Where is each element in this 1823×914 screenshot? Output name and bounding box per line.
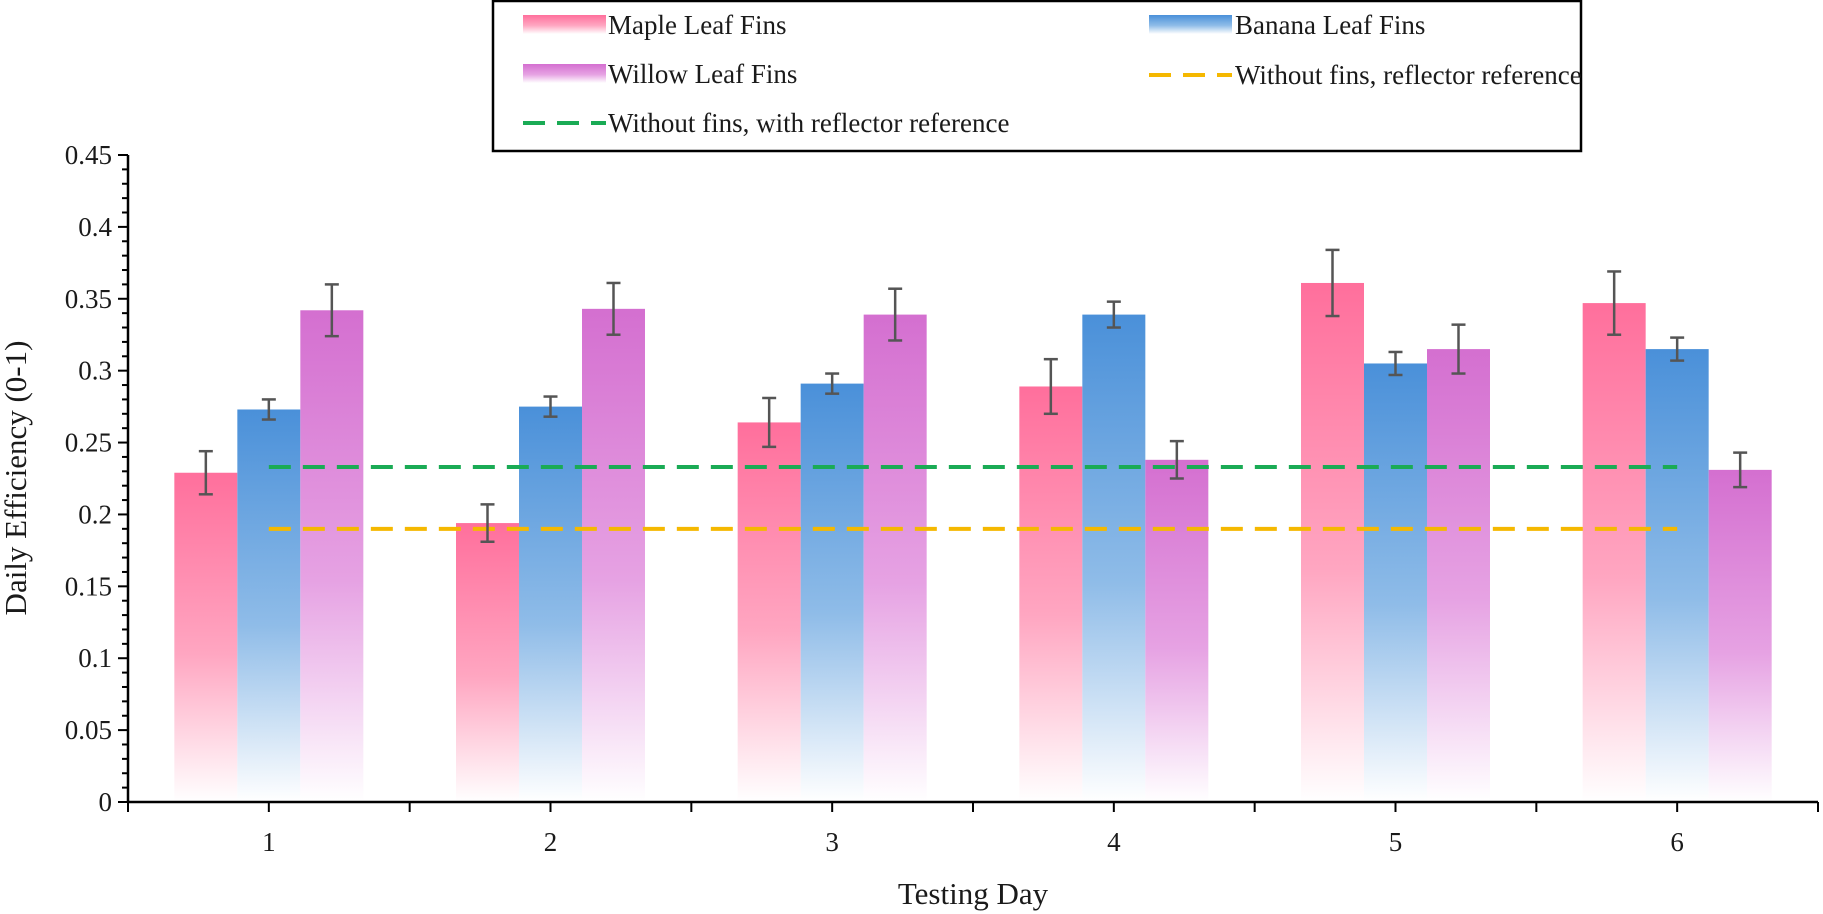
x-tick-label: 3 bbox=[825, 827, 839, 857]
axes-group: 0 0.05 0.1 0.15 0.2 0.25 0.3 0.35 0.4 0.45 1 2 3 4 5 6 bbox=[65, 140, 1819, 857]
bar-banana-leaf-fins-day-6 bbox=[1645, 349, 1709, 802]
y-tick-label: 0.45 bbox=[65, 140, 112, 170]
legend-swatch-willow bbox=[523, 64, 606, 83]
legend-label-ref-with-reflector: Without fins, with reflector reference bbox=[608, 108, 1009, 138]
y-tick-label: 0 bbox=[99, 787, 113, 817]
bar-willow-leaf-fins-day-3 bbox=[863, 314, 927, 802]
x-axis-title: Testing Day bbox=[898, 876, 1049, 911]
bar-maple-leaf-fins-day-5 bbox=[1301, 282, 1364, 802]
x-tick-label: 2 bbox=[544, 827, 558, 857]
y-axis-title: Daily Efficiency (0-1) bbox=[0, 341, 33, 616]
x-tick-label: 6 bbox=[1670, 827, 1684, 857]
bar-willow-leaf-fins-day-4 bbox=[1145, 459, 1209, 802]
bar-maple-leaf-fins-day-6 bbox=[1582, 303, 1646, 802]
y-tick-label: 0.25 bbox=[65, 428, 112, 458]
bar-willow-leaf-fins-day-6 bbox=[1708, 469, 1772, 802]
bar-banana-leaf-fins-day-4 bbox=[1082, 314, 1146, 802]
bar-willow-leaf-fins-day-5 bbox=[1427, 349, 1490, 802]
bar-banana-leaf-fins-day-2 bbox=[519, 406, 582, 802]
y-tick-label: 0.2 bbox=[78, 499, 112, 529]
bar-banana-leaf-fins-day-5 bbox=[1364, 363, 1427, 802]
x-tick-label: 1 bbox=[262, 827, 276, 857]
bar-banana-leaf-fins-day-1 bbox=[237, 409, 301, 802]
reference-lines-group bbox=[268, 464, 1678, 531]
x-tick-label: 4 bbox=[1107, 827, 1121, 857]
bar-banana-leaf-fins-day-3 bbox=[800, 383, 864, 802]
bar-willow-leaf-fins-day-1 bbox=[300, 310, 364, 802]
legend-swatch-maple bbox=[523, 15, 606, 34]
legend-label-maple: Maple Leaf Fins bbox=[608, 10, 786, 40]
y-tick-label: 0.15 bbox=[65, 571, 112, 601]
error-bars-group bbox=[198, 248, 1748, 544]
bar-maple-leaf-fins-day-3 bbox=[737, 422, 801, 802]
bar-maple-leaf-fins-day-2 bbox=[456, 523, 519, 802]
legend-label-ref-no-reflector: Without fins, reflector reference bbox=[1235, 60, 1582, 90]
bar-maple-leaf-fins-day-1 bbox=[174, 472, 238, 802]
y-tick-label: 0.05 bbox=[65, 715, 112, 745]
bar-series-group bbox=[174, 282, 1772, 802]
y-tick-label: 0.4 bbox=[78, 212, 112, 242]
legend: Maple Leaf Fins Banana Leaf Fins Willow … bbox=[491, 0, 1583, 153]
y-tick-label: 0.1 bbox=[78, 643, 112, 673]
bar-maple-leaf-fins-day-4 bbox=[1019, 386, 1083, 802]
y-tick-label: 0.3 bbox=[78, 356, 112, 386]
legend-label-willow: Willow Leaf Fins bbox=[608, 59, 797, 89]
legend-label-banana: Banana Leaf Fins bbox=[1235, 10, 1425, 40]
legend-swatch-banana bbox=[1149, 15, 1232, 34]
bar-willow-leaf-fins-day-2 bbox=[582, 308, 645, 802]
legend-box bbox=[491, 0, 1583, 153]
y-tick-label: 0.35 bbox=[65, 284, 112, 314]
x-tick-label: 5 bbox=[1389, 827, 1403, 857]
